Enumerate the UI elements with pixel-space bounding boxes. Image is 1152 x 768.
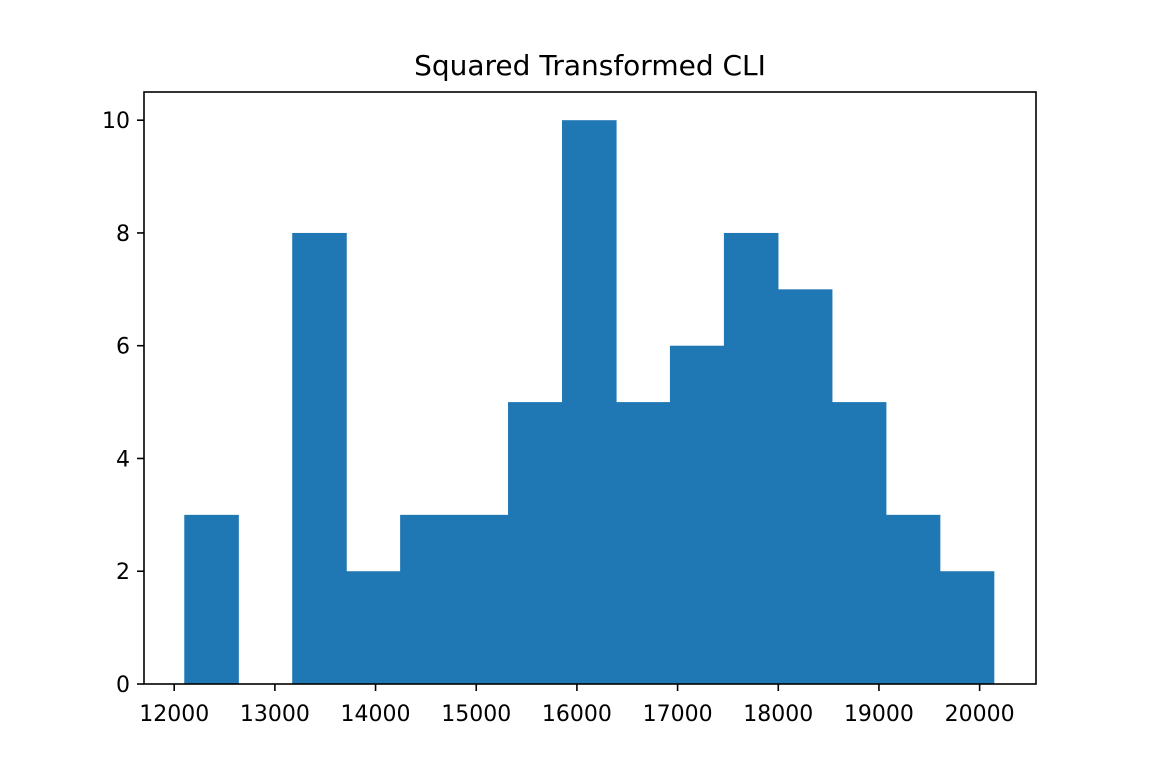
histogram-bar bbox=[184, 514, 239, 684]
x-tick-label: 20000 bbox=[945, 702, 1015, 727]
bars-group bbox=[184, 120, 995, 684]
x-tick-label: 14000 bbox=[341, 702, 411, 727]
histogram-bar bbox=[292, 232, 347, 684]
y-axis-ticks: 0 2 4 6 8 10 bbox=[102, 109, 144, 698]
y-tick-label: 2 bbox=[116, 560, 130, 585]
histogram-bar bbox=[939, 571, 995, 684]
x-tick-label: 17000 bbox=[643, 702, 713, 727]
y-tick-label: 10 bbox=[102, 109, 130, 134]
histogram-bar bbox=[346, 571, 401, 684]
histogram-bar bbox=[831, 402, 887, 684]
x-tick-label: 12000 bbox=[139, 702, 209, 727]
y-tick-label: 0 bbox=[116, 673, 130, 698]
histogram-bar bbox=[562, 120, 617, 684]
histogram-bar bbox=[400, 514, 455, 684]
x-tick-label: 16000 bbox=[542, 702, 612, 727]
y-tick-label: 8 bbox=[116, 222, 130, 247]
histogram-bar bbox=[615, 402, 671, 684]
histogram-bar bbox=[885, 514, 941, 684]
x-tick-label: 18000 bbox=[743, 702, 813, 727]
histogram-bar bbox=[669, 345, 725, 684]
histogram-bar bbox=[508, 402, 563, 684]
x-axis-ticks: 12000 13000 14000 15000 16000 17000 18000 19000… bbox=[139, 684, 1015, 727]
histogram-bar bbox=[454, 514, 509, 684]
y-tick-label: 4 bbox=[116, 447, 130, 472]
histogram-bar bbox=[723, 232, 779, 684]
x-tick-label: 15000 bbox=[441, 702, 511, 727]
x-tick-label: 13000 bbox=[240, 702, 310, 727]
y-tick-label: 6 bbox=[116, 335, 130, 360]
histogram-bar bbox=[777, 289, 833, 684]
plot-frame bbox=[143, 91, 1037, 685]
x-tick-label: 19000 bbox=[844, 702, 914, 727]
chart-title: Squared Transformed CLI bbox=[414, 49, 766, 82]
